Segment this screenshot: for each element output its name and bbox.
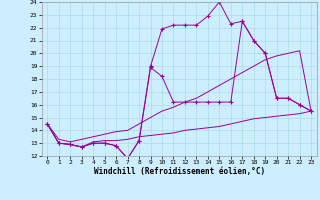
X-axis label: Windchill (Refroidissement éolien,°C): Windchill (Refroidissement éolien,°C): [94, 167, 265, 176]
